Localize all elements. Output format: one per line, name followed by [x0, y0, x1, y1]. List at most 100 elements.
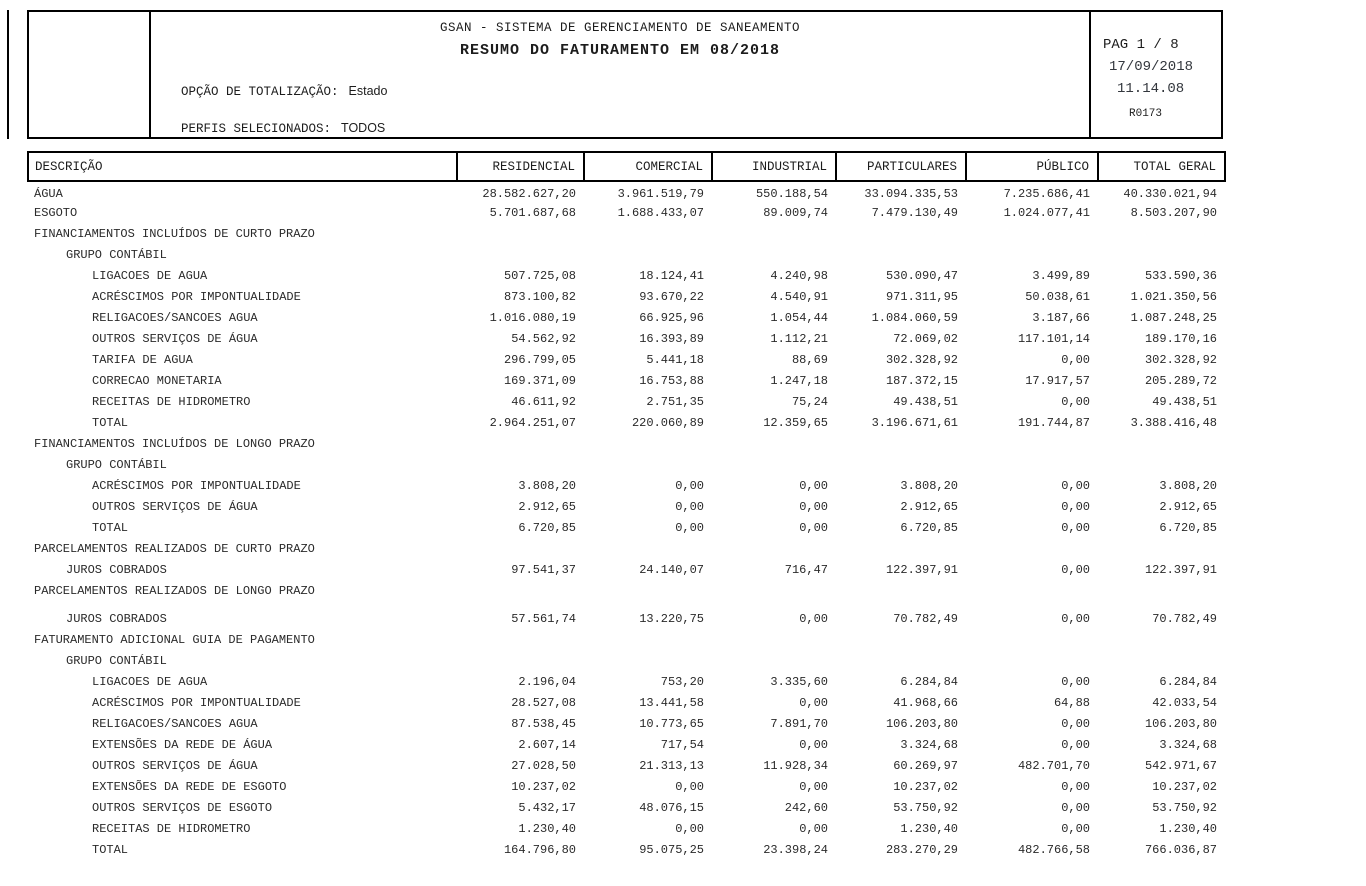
row-value: 0,00 — [1061, 394, 1090, 409]
row-value: 0,00 — [675, 779, 704, 794]
row-value: 1.024.077,41 — [1003, 205, 1090, 220]
row-value: 16.753,88 — [639, 373, 704, 388]
row-value: 0,00 — [1061, 737, 1090, 752]
column-header-descricao: DESCRIÇÃO — [27, 151, 458, 182]
row-value: 2.912,65 — [900, 499, 958, 514]
row-value: 507.725,08 — [503, 268, 576, 283]
row-value: 18.124,41 — [639, 268, 704, 283]
row-value: 873.100,82 — [503, 289, 576, 304]
row-value: 17.917,57 — [1025, 373, 1090, 388]
row-value: 27.028,50 — [511, 758, 576, 773]
table-row: ACRÉSCIMOS POR IMPONTUALIDADE 28.527,08 13… — [28, 692, 1225, 713]
row-value: 88,69 — [791, 352, 828, 367]
row-value: 46.611,92 — [511, 394, 576, 409]
row-value: 10.237,02 — [511, 779, 576, 794]
report-header: GSAN - SISTEMA DE GERENCIAMENTO DE SANEA… — [27, 10, 1223, 139]
row-value: 0,00 — [1061, 562, 1090, 577]
table-row: GRUPO CONTÁBIL — [28, 454, 1225, 475]
row-value: 13.220,75 — [639, 611, 704, 626]
row-value: 50.038,61 — [1025, 289, 1090, 304]
column-header-residencial: RESIDENCIAL — [456, 151, 585, 182]
row-value: 296.799,05 — [503, 352, 576, 367]
row-value: 70.782,49 — [893, 611, 958, 626]
row-value — [457, 244, 584, 265]
table-row: PARCELAMENTOS REALIZADOS DE CURTO PRAZO — [28, 538, 1225, 559]
row-value — [836, 223, 966, 244]
table-header-row: DESCRIÇÃO RESIDENCIAL COMERCIAL INDUSTRI… — [27, 151, 1226, 182]
table-row: FINANCIAMENTOS INCLUÍDOS DE CURTO PRAZO — [28, 223, 1225, 244]
row-value: 70.782,49 — [1152, 611, 1217, 626]
column-header-particulares: PARTICULARES — [835, 151, 967, 182]
row-description: JUROS COBRADOS — [66, 611, 167, 626]
table-row: ACRÉSCIMOS POR IMPONTUALIDADE 3.808,20 0,0… — [28, 475, 1225, 496]
row-value: 283.270,29 — [885, 842, 958, 857]
row-value: 3.388.416,48 — [1130, 415, 1217, 430]
row-value: 3.324,68 — [1159, 737, 1217, 752]
row-value — [584, 580, 712, 601]
page-title: RESUMO DO FATURAMENTO EM 08/2018 — [459, 42, 781, 59]
row-value: 60.269,97 — [893, 758, 958, 773]
row-value: 7.891,70 — [770, 716, 828, 731]
row-value: 550.188,54 — [755, 187, 828, 201]
row-value: 0,00 — [1061, 352, 1090, 367]
row-value — [584, 538, 712, 559]
profiles-label: PERFIS SELECIONADOS: — [181, 122, 332, 136]
row-value: 21.313,13 — [639, 758, 704, 773]
row-value: 3.808,20 — [1159, 478, 1217, 493]
row-description: OUTROS SERVIÇOS DE ÁGUA — [92, 331, 258, 346]
totalization-value: Estado — [348, 84, 388, 98]
row-value: 23.398,24 — [763, 842, 828, 857]
row-value — [966, 433, 1098, 454]
row-description: PARCELAMENTOS REALIZADOS DE LONGO PRAZO — [34, 583, 315, 598]
row-description: OUTROS SERVIÇOS DE ÁGUA — [92, 758, 258, 773]
logo-placeholder — [29, 12, 151, 137]
row-value: 530.090,47 — [885, 268, 958, 283]
row-value — [1098, 580, 1225, 601]
row-description: OUTROS SERVIÇOS DE ÁGUA — [92, 499, 258, 514]
row-value — [457, 454, 584, 475]
row-value: 64,88 — [1053, 695, 1090, 710]
row-value: 0,00 — [799, 520, 828, 535]
table-row: EXTENSÕES DA REDE DE ÁGUA 2.607,14 717,54 0… — [28, 734, 1225, 755]
row-description: FINANCIAMENTOS INCLUÍDOS DE CURTO PRAZO — [34, 226, 315, 241]
row-value: 242,60 — [784, 800, 828, 815]
row-value: 42.033,54 — [1152, 695, 1217, 710]
row-value: 0,00 — [1061, 478, 1090, 493]
table-body: ÁGUA 28.582.627,20 3.961.519,79 550.188,54 3… — [28, 181, 1225, 860]
row-value: 41.968,66 — [893, 695, 958, 710]
row-value: 1.021.350,56 — [1130, 289, 1217, 304]
row-value: 3.187,66 — [1032, 310, 1090, 325]
row-value: 0,00 — [799, 779, 828, 794]
row-description: ACRÉSCIMOS POR IMPONTUALIDADE — [92, 478, 301, 493]
row-value — [584, 650, 712, 671]
row-description: TOTAL — [92, 520, 129, 535]
row-value: 205.289,72 — [1144, 373, 1217, 388]
table-row: RELIGACOES/SANCOES AGUA 1.016.080,19 66.92… — [28, 307, 1225, 328]
row-value: 122.397,91 — [885, 562, 958, 577]
row-value: 5.701.687,68 — [489, 205, 576, 220]
row-description: RELIGACOES/SANCOES AGUA — [92, 716, 258, 731]
profiles-line: PERFIS SELECIONADOS: TODOS — [181, 121, 385, 136]
row-description: ACRÉSCIMOS POR IMPONTUALIDADE — [92, 289, 301, 304]
table-row: LIGACOES DE AGUA 2.196,04 753,20 3.335,60 6.… — [28, 671, 1225, 692]
row-value: 72.069,02 — [893, 331, 958, 346]
row-value: 1.247,18 — [770, 373, 828, 388]
row-description: FINANCIAMENTOS INCLUÍDOS DE LONGO PRAZO — [34, 436, 315, 451]
row-value: 0,00 — [675, 499, 704, 514]
row-value: 28.527,08 — [511, 695, 576, 710]
table-row: RELIGACOES/SANCOES AGUA 87.538,45 10.773,6… — [28, 713, 1225, 734]
row-value: 3.808,20 — [900, 478, 958, 493]
row-value — [1098, 433, 1225, 454]
row-value: 533.590,36 — [1144, 268, 1217, 283]
row-value: 0,00 — [1061, 821, 1090, 836]
row-value: 2.607,14 — [518, 737, 576, 752]
row-value: 7.235.686,41 — [1003, 187, 1090, 201]
row-value: 542.971,67 — [1144, 758, 1217, 773]
row-value — [836, 580, 966, 601]
row-value — [584, 433, 712, 454]
row-description: GRUPO CONTÁBIL — [66, 247, 167, 262]
row-value — [712, 650, 836, 671]
row-value: 220.060,89 — [631, 415, 704, 430]
row-value: 6.284,84 — [1159, 674, 1217, 689]
row-value: 0,00 — [675, 478, 704, 493]
